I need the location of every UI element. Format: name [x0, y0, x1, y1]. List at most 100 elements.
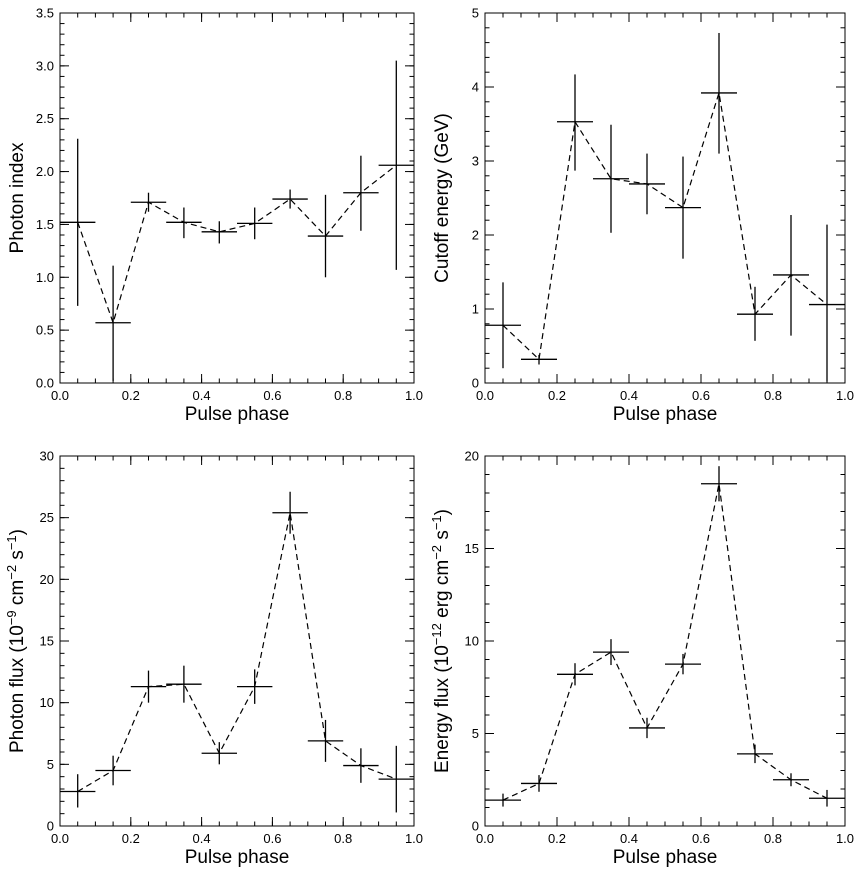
- y-axis-title-exponent: −12: [429, 623, 444, 645]
- y-tick-label: 2.5: [36, 111, 54, 126]
- y-tick-label: 20: [465, 449, 479, 464]
- y-axis-title-part: ): [7, 529, 28, 535]
- y-tick-label: 3.5: [36, 6, 54, 21]
- y-axis-title-exponent: −1: [429, 515, 444, 530]
- x-tick-label: 0.8: [764, 388, 782, 403]
- x-tick-label: 0.0: [476, 388, 494, 403]
- data-point: [485, 793, 521, 807]
- x-tick-label: 0.8: [764, 831, 782, 846]
- y-axis-title: Cutoff energy (GeV): [432, 113, 453, 283]
- data-point: [95, 265, 131, 381]
- data-point: [378, 60, 414, 270]
- data-point: [557, 74, 593, 171]
- data-point: [737, 286, 773, 341]
- y-tick-label: 0: [472, 819, 479, 834]
- data-point: [343, 155, 379, 231]
- x-tick-label: 0.8: [334, 388, 352, 403]
- y-tick-label: 10: [465, 634, 479, 649]
- data-point: [201, 742, 237, 765]
- y-axis-title-exponent: −2: [429, 545, 444, 560]
- y-tick-label: 5: [47, 757, 54, 772]
- data-point: [237, 669, 273, 704]
- data-point: [201, 221, 237, 244]
- x-tick-label: 1.0: [836, 388, 854, 403]
- panel-energy-flux: 0.0 0.2 0.4 0.6 0.8 1.0 0 5 10 15 20 Pulse phase Ene…: [429, 449, 854, 869]
- y-tick-label: 0: [472, 376, 479, 391]
- y-tick-label: 10: [40, 695, 54, 710]
- x-tick-label: 1.0: [405, 831, 423, 846]
- y-tick-label: 5: [472, 726, 479, 741]
- data-point: [95, 755, 131, 786]
- data-point: [166, 665, 202, 703]
- x-tick-label: 0.0: [476, 831, 494, 846]
- data-point: [629, 717, 665, 739]
- data-point: [593, 639, 629, 666]
- y-tick-label: 3: [472, 154, 479, 169]
- data-point: [307, 194, 344, 278]
- x-tick-label: 0.6: [692, 388, 710, 403]
- y-tick-label: 0: [47, 819, 54, 834]
- y-axis-title-exponent: −9: [4, 610, 19, 625]
- y-tick-label: 2: [472, 228, 479, 243]
- y-tick-label: 1.0: [36, 270, 54, 285]
- y-axis-title-exponent: −1: [4, 535, 19, 550]
- y-axis-title-part: Energy flux (10: [432, 645, 453, 773]
- series-dashed-line: [77, 164, 397, 325]
- x-tick-label: 0.0: [51, 388, 69, 403]
- data-point: [485, 282, 521, 369]
- data-point: [272, 491, 308, 534]
- data-point: [737, 744, 773, 764]
- y-axis-title: Energy flux (10−12 erg cm−2 s−1): [429, 509, 453, 773]
- x-axis-title: Pulse phase: [613, 404, 718, 425]
- data-point: [809, 789, 845, 807]
- y-axis-title-part: ): [432, 509, 453, 515]
- x-tick-label: 0.4: [620, 388, 638, 403]
- data-point: [593, 124, 629, 233]
- y-tick-label: 15: [40, 634, 54, 649]
- y-tick-label: 20: [40, 572, 54, 587]
- data-point: [629, 153, 665, 215]
- x-tick-label: 0.0: [51, 831, 69, 846]
- data-point: [60, 774, 96, 808]
- data-point: [130, 192, 167, 212]
- data-point: [166, 207, 202, 239]
- y-tick-label: 5: [472, 6, 479, 21]
- y-tick-label: 15: [465, 541, 479, 556]
- series-dashed-line: [502, 92, 828, 361]
- x-axis-title: Pulse phase: [613, 847, 718, 868]
- x-tick-label: 0.8: [334, 831, 352, 846]
- y-tick-label: 0.5: [36, 323, 54, 338]
- data-point: [773, 215, 809, 336]
- x-tick-label: 0.2: [122, 388, 140, 403]
- data-point: [557, 663, 593, 686]
- y-tick-label: 0.0: [36, 376, 54, 391]
- y-axis-title-part: cm: [7, 580, 28, 611]
- data-point: [343, 748, 379, 783]
- y-axis-title-exponent: −2: [4, 565, 19, 580]
- panel-photon-flux: 0.0 0.2 0.4 0.6 0.8 1.0 0 5 10 15 20 25 30 Pulse phas…: [4, 449, 423, 869]
- data-point: [60, 138, 96, 306]
- data-point: [307, 719, 344, 762]
- y-axis-title-part: s: [432, 530, 453, 545]
- data-point: [665, 653, 701, 675]
- data-point: [272, 189, 308, 209]
- y-tick-label: 30: [40, 449, 54, 464]
- series-dashed-line: [77, 512, 397, 793]
- y-axis-title: Photon flux (10−9 cm−2 s−1): [4, 529, 28, 753]
- y-axis-title: Photon index: [7, 142, 28, 253]
- panel-photon-index: 0.0 0.2 0.4 0.6 0.8 1.0 0.0 0.5 1.0 1.5 2.0 2.5 3.0 3…: [7, 6, 423, 426]
- y-axis-title-part: Photon flux (10: [7, 625, 28, 753]
- y-axis-title-part: erg cm: [432, 560, 453, 623]
- plot-frame: [484, 455, 846, 827]
- x-tick-label: 0.4: [193, 388, 211, 403]
- x-tick-label: 0.2: [548, 831, 566, 846]
- y-axis-title-part: s: [7, 550, 28, 565]
- data-point: [701, 32, 737, 154]
- x-tick-label: 0.2: [122, 831, 140, 846]
- x-tick-label: 0.6: [263, 831, 281, 846]
- y-tick-label: 3.0: [36, 58, 54, 73]
- x-tick-label: 0.6: [692, 831, 710, 846]
- panel-cutoff-energy: 0.0 0.2 0.4 0.6 0.8 1.0 0 1 2 3 4 5 Pulse phase Cutof…: [432, 6, 854, 426]
- data-point: [809, 224, 845, 382]
